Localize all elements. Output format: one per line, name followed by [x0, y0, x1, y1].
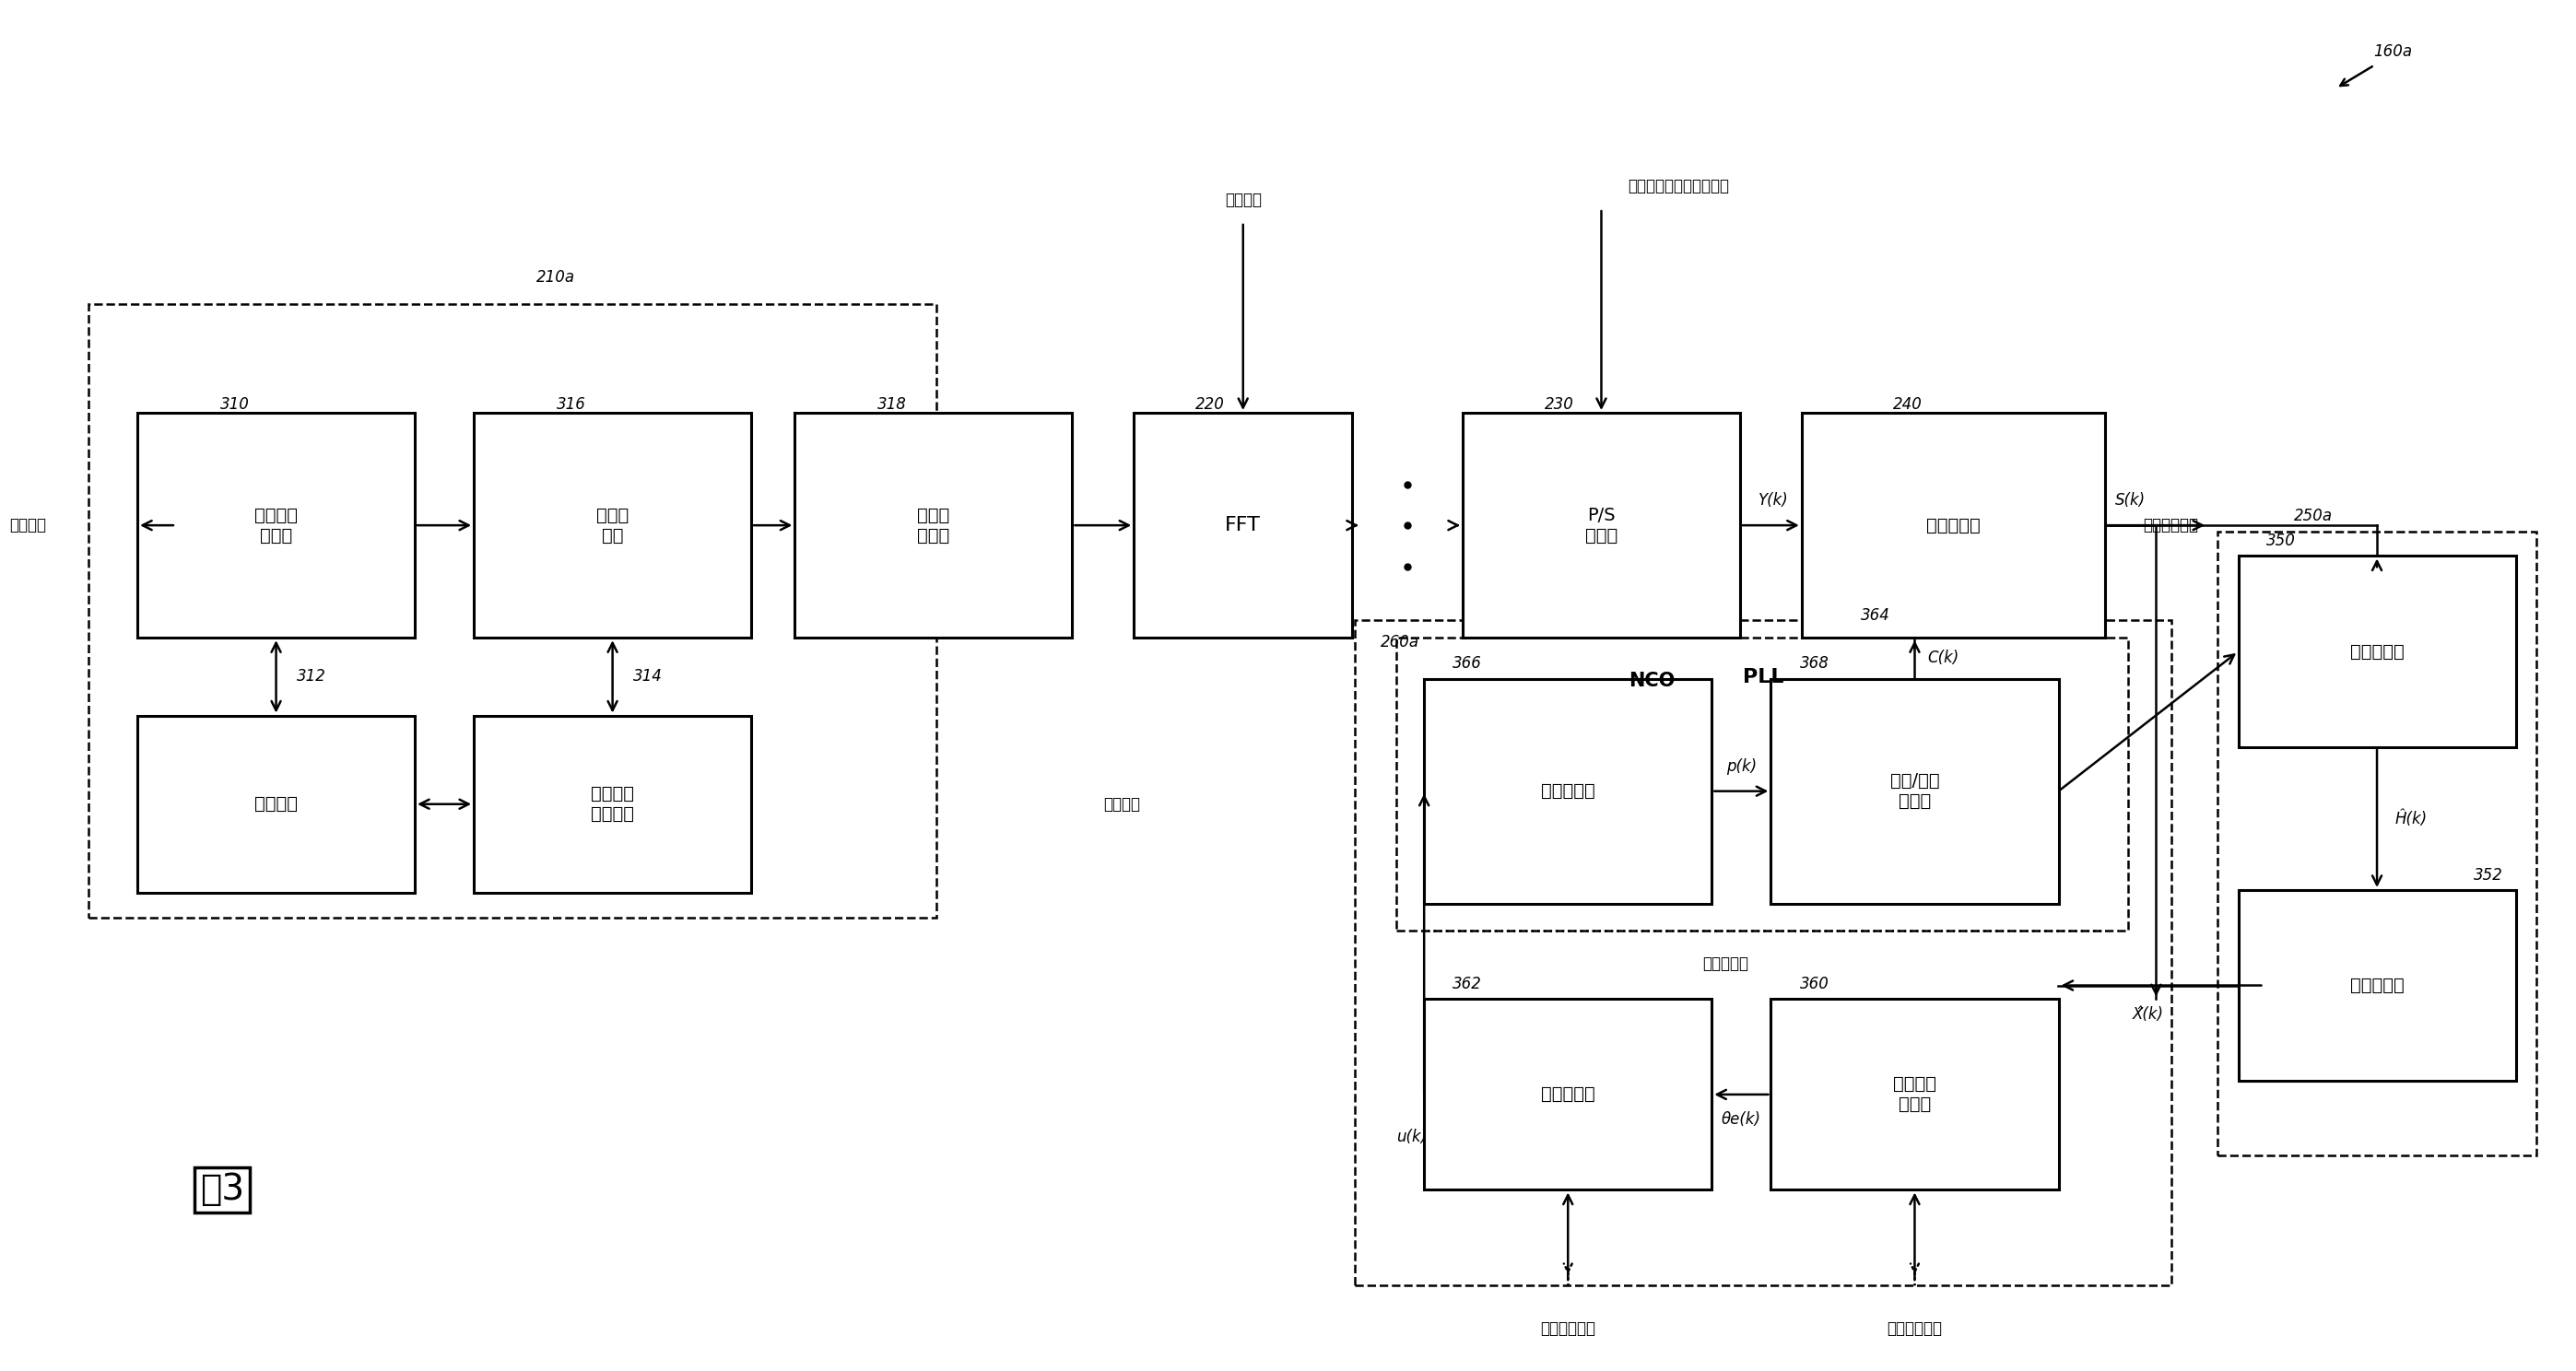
- Text: 260a: 260a: [1381, 633, 1419, 650]
- Text: 频率误差估计: 频率误差估计: [1540, 1320, 1595, 1337]
- Bar: [2239, 557, 2517, 747]
- Text: 310: 310: [219, 396, 250, 413]
- Text: 预处理器: 预处理器: [1103, 795, 1141, 813]
- Text: 250a: 250a: [2293, 509, 2334, 525]
- Text: 160a: 160a: [2372, 44, 2411, 60]
- Bar: [474, 716, 752, 893]
- Bar: [1801, 413, 2105, 638]
- Text: 输入采样: 输入采样: [8, 517, 46, 533]
- Bar: [1425, 679, 1713, 903]
- Bar: [1133, 413, 1352, 638]
- Bar: [1396, 638, 2128, 931]
- Bar: [1425, 999, 1713, 1190]
- Bar: [474, 413, 752, 638]
- Bar: [137, 413, 415, 638]
- Text: 210a: 210a: [536, 270, 574, 287]
- Text: 相位旋
转器: 相位旋 转器: [595, 506, 629, 544]
- Text: 码元检测器: 码元检测器: [2349, 976, 2403, 994]
- Text: S(k): S(k): [2115, 492, 2146, 509]
- Bar: [2239, 890, 2517, 1080]
- Text: θe(k): θe(k): [1721, 1111, 1762, 1127]
- Text: P/S
转换器: P/S 转换器: [1584, 506, 1618, 544]
- Text: Y(k): Y(k): [1759, 492, 1788, 509]
- Text: FFT: FFT: [1226, 515, 1262, 535]
- Text: 已串行化的接收调制码元: 已串行化的接收调制码元: [1628, 178, 1728, 195]
- Text: 采样速率
转换器: 采样速率 转换器: [255, 506, 299, 544]
- Text: X̂(k): X̂(k): [2133, 1006, 2164, 1023]
- Text: 环路滤波器: 环路滤波器: [1540, 1086, 1595, 1104]
- Text: 相位累加器: 相位累加器: [1540, 783, 1595, 799]
- Bar: [1770, 679, 2058, 903]
- Text: 信道估计器: 信道估计器: [2349, 643, 2403, 661]
- Bar: [137, 716, 415, 893]
- Text: u(k): u(k): [1396, 1128, 1427, 1145]
- Text: 粗频率误
差检测器: 粗频率误 差检测器: [590, 786, 634, 823]
- Text: 240: 240: [1893, 396, 1922, 413]
- Text: 350: 350: [2267, 532, 2295, 550]
- Text: 314: 314: [634, 668, 662, 686]
- Text: C(k): C(k): [1927, 650, 1960, 666]
- Text: 316: 316: [556, 396, 585, 413]
- Text: 正弦/余弦
查找表: 正弦/余弦 查找表: [1891, 772, 1940, 810]
- Text: p(k): p(k): [1726, 758, 1757, 775]
- Text: 360: 360: [1801, 976, 1829, 993]
- Text: 循环前
缀去掉: 循环前 缀去掉: [917, 506, 951, 544]
- Text: 相位校正值: 相位校正值: [1703, 956, 1749, 972]
- Text: 相位校正码元: 相位校正码元: [2143, 517, 2197, 533]
- Text: 352: 352: [2473, 866, 2504, 883]
- Text: 接收码元: 接收码元: [1224, 192, 1262, 208]
- Text: 时间捕获: 时间捕获: [255, 795, 299, 813]
- Text: Ĥ(k): Ĥ(k): [2396, 810, 2427, 827]
- Text: 图3: 图3: [201, 1172, 245, 1208]
- Text: 相位误差
检测器: 相位误差 检测器: [1893, 1076, 1937, 1113]
- Text: 相位旋转器: 相位旋转器: [1927, 517, 1981, 535]
- Text: 366: 366: [1453, 655, 1481, 672]
- Text: NCO: NCO: [1628, 672, 1674, 690]
- Text: 368: 368: [1801, 655, 1829, 672]
- Text: 312: 312: [296, 668, 327, 686]
- Text: 364: 364: [1860, 607, 1891, 624]
- Text: 220: 220: [1195, 396, 1226, 413]
- Bar: [796, 413, 1072, 638]
- Bar: [1463, 413, 1739, 638]
- Text: PLL: PLL: [1741, 668, 1783, 687]
- Text: 230: 230: [1546, 396, 1574, 413]
- Bar: [1770, 999, 2058, 1190]
- Text: 318: 318: [878, 396, 907, 413]
- Text: 相位误差估计: 相位误差估计: [1888, 1320, 1942, 1337]
- Text: 362: 362: [1453, 976, 1481, 993]
- Bar: [88, 304, 935, 917]
- Bar: [1355, 620, 2172, 1286]
- Bar: [2218, 532, 2537, 1156]
